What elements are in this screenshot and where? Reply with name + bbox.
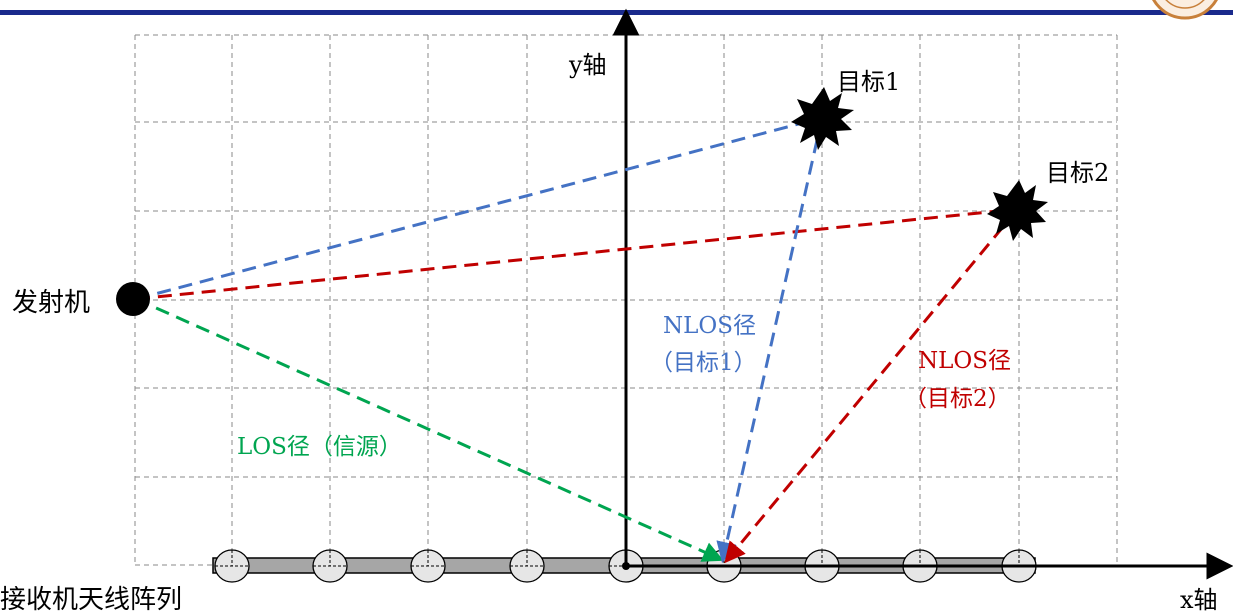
nlos-target2-label-line2: （目标2） [904,386,1011,412]
antenna-icon [509,549,545,583]
nlos-target1-label-line1: NLOS径 [663,313,756,339]
transmitter-icon [116,282,150,316]
los-path [135,297,724,562]
transmitter-label: 发射机 [12,288,90,318]
nlos-target2-label-line1: NLOS径 [918,348,1011,374]
nlos-target1-label-line2: （目标1） [650,350,757,376]
header-bar [0,10,1233,15]
origin-dot [622,562,630,570]
signal-paths [135,111,1023,564]
nlos-target1-path [716,117,824,564]
target2-label: 目标2 [1046,159,1109,187]
receiver-array-label: 接收机天线阵列 [0,585,182,613]
target1-label: 目标1 [837,68,900,96]
los-label: LOS径（信源） [237,434,402,460]
antenna-icon [410,549,446,583]
target2-starburst-icon [987,180,1048,241]
target1-starburst-icon [791,87,854,150]
antenna-icon [312,549,348,583]
y-axis-label: y轴 [568,51,607,79]
tx-to-target2-path [135,200,1023,301]
nlos-target2-path [724,209,1019,564]
x-axis-label: x轴 [1180,586,1218,613]
tx-to-target1-path [135,111,830,301]
antenna-icon [214,549,250,583]
university-logo-icon [1152,0,1218,20]
